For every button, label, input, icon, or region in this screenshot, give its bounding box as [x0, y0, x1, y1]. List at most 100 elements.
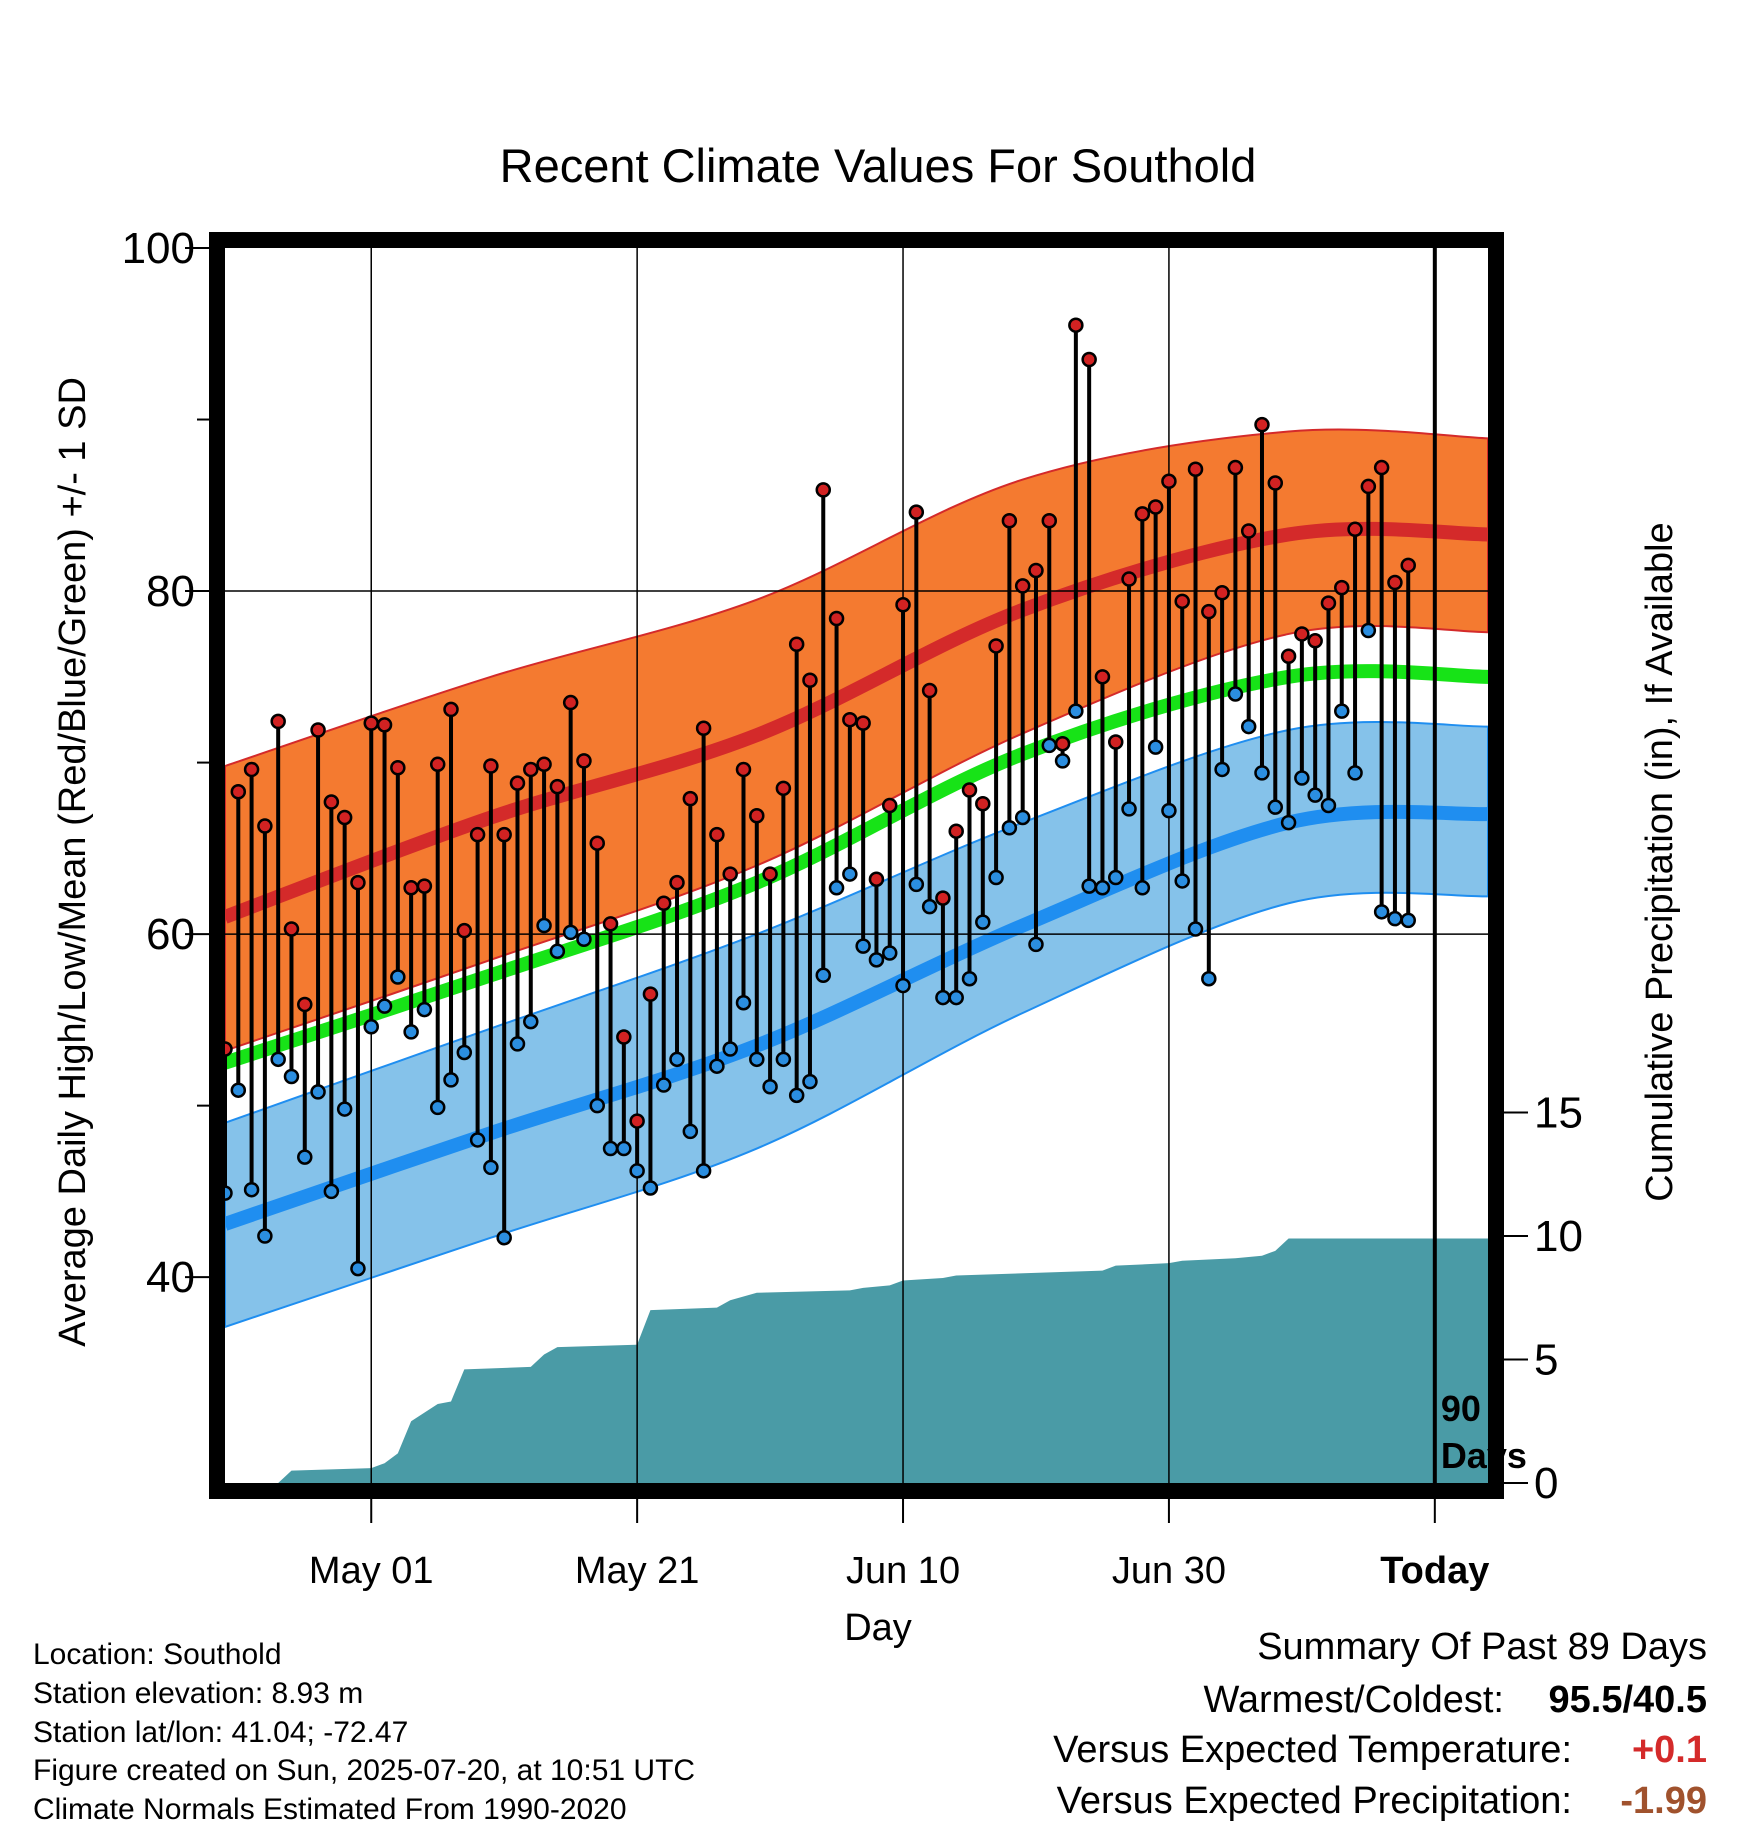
y2-tick-label: 15	[1534, 1089, 1583, 1138]
high-temp-point	[523, 761, 539, 778]
low-temp-point	[257, 1228, 273, 1244]
high-temp-point	[1187, 461, 1204, 478]
low-temp-point	[429, 1099, 446, 1116]
low-temp-point	[842, 866, 858, 882]
low-temp-point	[1041, 737, 1058, 754]
high-temp-point	[1373, 459, 1390, 476]
today-marker-days-number: 90	[1441, 1388, 1481, 1429]
precipitation-area	[225, 1238, 1488, 1483]
summary-temp-value: +0.1	[1631, 1729, 1707, 1771]
summary-precip-label: Versus Expected Precipitation:	[1056, 1780, 1572, 1822]
low-temp-point	[988, 869, 1004, 886]
high-temp-point	[469, 826, 486, 843]
high-temp-point	[1041, 512, 1058, 529]
high-temp-point	[682, 790, 699, 807]
low-temp-point	[1014, 809, 1031, 826]
high-temp-point	[788, 636, 805, 652]
low-temp-point	[1307, 787, 1323, 803]
y2-tick-label: 10	[1534, 1212, 1583, 1261]
low-temp-point	[416, 1001, 433, 1018]
summary-title: Summary Of Past 89 Days	[1257, 1626, 1707, 1668]
low-temp-point	[722, 1041, 738, 1057]
low-temp-point	[975, 914, 991, 930]
low-temp-point	[749, 1051, 765, 1068]
low-temp-point	[523, 1013, 539, 1030]
high-temp-point	[1240, 523, 1257, 539]
low-temp-point	[1147, 739, 1164, 755]
today-marker-days-label: Days	[1441, 1435, 1527, 1476]
high-temp-point	[1400, 557, 1416, 574]
high-temp-point	[655, 895, 672, 911]
x-tick-label: Today	[1380, 1550, 1489, 1592]
info-created: Figure created on Sun, 2025-07-20, at 10…	[33, 1754, 696, 1787]
high-temp-point	[1387, 574, 1403, 591]
info-latlon: Station lat/lon: 41.04; -72.47	[33, 1716, 409, 1749]
low-temp-point	[775, 1051, 792, 1068]
high-temp-point	[230, 783, 247, 800]
high-temp-point	[1001, 512, 1018, 529]
low-temp-point	[1174, 873, 1190, 889]
low-temp-point	[1187, 921, 1204, 937]
low-temp-point	[1227, 686, 1244, 702]
high-temp-point	[509, 775, 526, 791]
high-temp-point	[270, 713, 286, 730]
high-temp-point	[975, 796, 991, 812]
low-temp-point	[1400, 912, 1416, 929]
high-temp-point	[602, 916, 619, 932]
high-temp-point	[1227, 459, 1244, 476]
high-temp-point	[695, 720, 712, 737]
high-temp-point	[895, 597, 911, 613]
low-temp-point	[496, 1229, 512, 1246]
high-temp-point	[1307, 633, 1323, 649]
low-temp-point	[336, 1101, 353, 1117]
high-temp-point	[1267, 475, 1284, 491]
low-temp-point	[629, 1163, 645, 1179]
high-temp-point	[1174, 593, 1190, 610]
low-temp-point	[1028, 936, 1044, 953]
y2-axis-label: Cumulative Precipitation (in), If Availa…	[1639, 522, 1681, 1201]
info-elevation: Station elevation: 8.93 m	[33, 1677, 364, 1710]
high-temp-point	[921, 682, 938, 699]
high-temp-point	[1121, 571, 1137, 587]
high-temp-point	[429, 756, 446, 773]
low-temp-point	[655, 1077, 672, 1093]
low-temp-point	[1107, 869, 1124, 886]
low-temp-point	[1054, 753, 1071, 769]
high-temp-point	[443, 701, 459, 718]
low-temp-point	[456, 1044, 473, 1061]
high-temp-point	[403, 880, 419, 896]
low-temp-point	[1254, 765, 1270, 781]
low-temp-point	[1360, 622, 1377, 639]
low-temp-point	[509, 1036, 526, 1052]
x-tick-label: May 01	[309, 1550, 434, 1592]
low-temp-point	[1280, 814, 1297, 831]
high-temp-point	[1254, 416, 1270, 433]
low-temp-point	[1320, 797, 1337, 814]
high-temp-point	[948, 823, 964, 839]
high-temp-point	[868, 871, 885, 887]
high-temp-point	[310, 722, 326, 738]
high-temp-point	[908, 504, 925, 520]
high-temp-point	[935, 890, 951, 906]
high-temp-point	[709, 826, 725, 843]
low-temp-point	[815, 967, 832, 984]
high-temp-point	[1107, 734, 1124, 750]
low-temp-point	[762, 1079, 778, 1095]
high-temp-point	[1081, 351, 1097, 368]
low-temp-point	[1267, 799, 1284, 815]
low-temp-point	[536, 917, 552, 934]
low-temp-point	[1094, 880, 1111, 896]
x-tick-label: Jun 30	[1112, 1550, 1226, 1592]
low-temp-point	[243, 1181, 260, 1198]
low-temp-point	[895, 977, 911, 994]
high-temp-point	[1054, 735, 1071, 752]
low-temp-point	[350, 1260, 366, 1277]
high-temp-point	[1094, 669, 1111, 685]
low-temp-point	[1068, 703, 1084, 719]
high-temp-point	[496, 826, 512, 843]
high-temp-point	[988, 638, 1004, 654]
low-temp-point	[562, 924, 579, 941]
high-temp-point	[1147, 499, 1164, 515]
low-temp-point	[616, 1140, 632, 1157]
